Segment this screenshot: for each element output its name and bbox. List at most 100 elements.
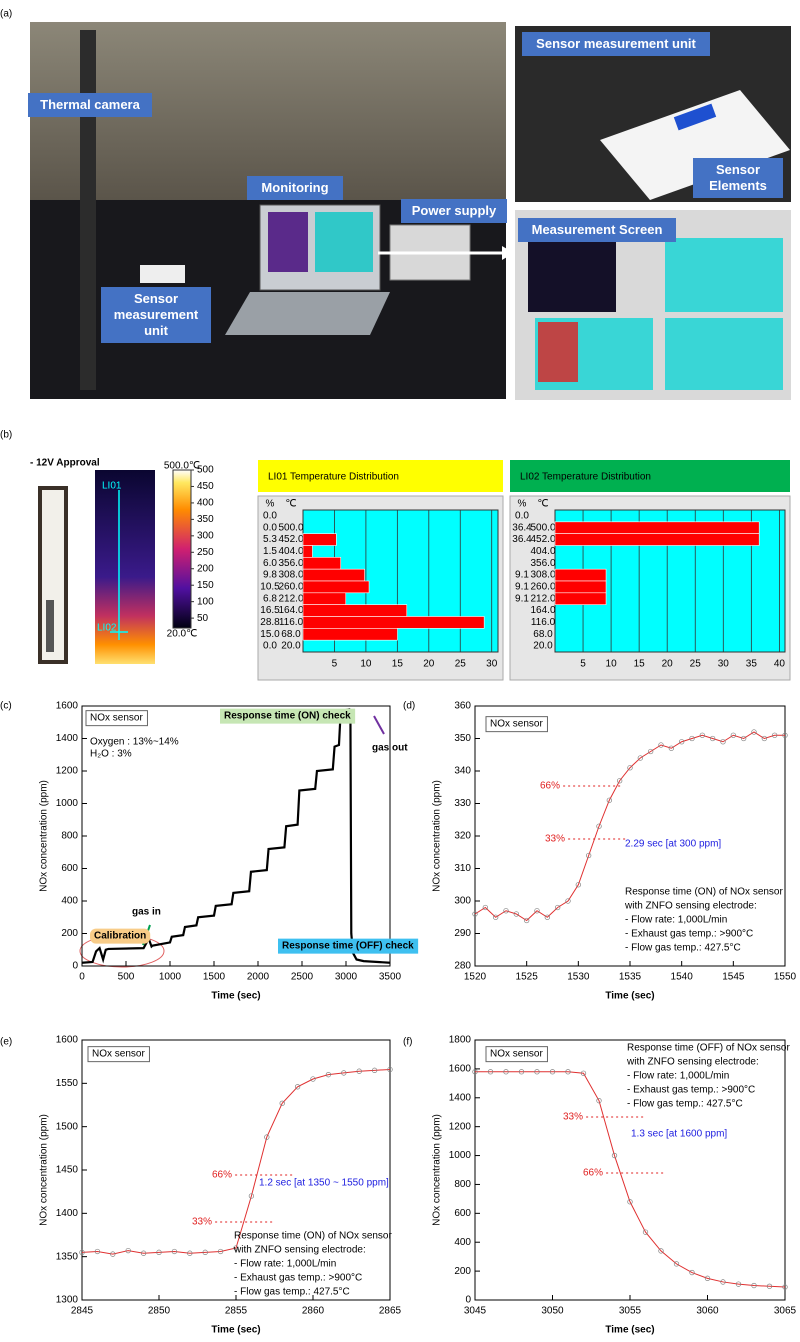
photo-label: Power supply xyxy=(401,199,507,223)
data-point xyxy=(472,911,478,917)
colorbar-tick-label: 250 xyxy=(197,547,214,558)
data-point xyxy=(125,1247,131,1254)
x-tick-label: 3065 xyxy=(774,1306,797,1317)
y-tick-label: 0 xyxy=(72,961,78,972)
value-label: 9.8 xyxy=(263,570,277,581)
y-tick-label: 350 xyxy=(454,733,471,744)
x-tick-label: 500 xyxy=(118,972,135,983)
colorbar-tick-label: 500 xyxy=(197,465,214,476)
x-tick-label: 1000 xyxy=(159,972,182,983)
y-tick-label: 1400 xyxy=(56,1208,79,1219)
annotation: 1.2 sec [at 1350 ~ 1550 ppm] xyxy=(259,1178,389,1189)
plot-frame xyxy=(474,705,786,967)
y-tick-label: 1800 xyxy=(449,1035,472,1046)
x-tick-label: 1545 xyxy=(722,972,745,983)
annotation: - Flow rate: 1,000L/min xyxy=(625,915,727,926)
fit-line xyxy=(474,731,785,922)
data-point xyxy=(642,1229,649,1235)
x-tick-label: 35 xyxy=(746,659,758,670)
colorbar-tick-label: 150 xyxy=(197,580,214,591)
data-point xyxy=(668,745,674,751)
category-label: 260.0 xyxy=(530,582,555,593)
value-label: 0.0 xyxy=(515,511,529,522)
annotation: NOx sensor xyxy=(92,1049,145,1060)
x-tick-label: 2500 xyxy=(291,972,314,983)
data-point xyxy=(704,1275,711,1281)
data-point xyxy=(611,1152,618,1159)
annotation: NOx sensor xyxy=(90,713,143,724)
x-tick-label: 3500 xyxy=(379,972,402,983)
data-point xyxy=(658,1248,664,1254)
annotation-box xyxy=(220,708,356,724)
x-tick-label: 2865 xyxy=(379,1306,402,1317)
laptop-panel xyxy=(315,212,373,272)
x-axis-label: Time (sec) xyxy=(211,1325,260,1336)
annotation: Response time (ON) of NOx sensor xyxy=(625,887,783,898)
annotation: gas in xyxy=(132,907,161,918)
y-tick-label: 310 xyxy=(454,863,471,874)
data-point xyxy=(310,1076,316,1082)
x-tick-label: 20 xyxy=(423,659,435,670)
x-tick-label: 30 xyxy=(486,659,498,670)
annotation: - Flow gas temp.: 427.5°C xyxy=(625,943,741,954)
gas-out-arrow xyxy=(373,715,385,735)
x-tick-label: 15 xyxy=(634,659,646,670)
annotation: with ZNFO sensing electrode: xyxy=(626,1057,759,1068)
annotation: 33% xyxy=(545,834,565,845)
value-label: 1.5 xyxy=(263,546,277,557)
y-tick-label: 1200 xyxy=(449,1121,472,1132)
category-label: 20.0 xyxy=(533,641,553,652)
data-point xyxy=(279,1100,285,1106)
data-point xyxy=(503,908,509,914)
data-point xyxy=(606,797,612,803)
panel-label: (c) xyxy=(0,701,12,712)
x-tick-label: 40 xyxy=(774,659,786,670)
data-point xyxy=(730,732,736,738)
bar xyxy=(302,604,408,617)
screen-thermal xyxy=(528,240,616,312)
colorbar-tick-label: 50 xyxy=(197,613,209,624)
data-point xyxy=(596,1098,602,1104)
x-tick-label: 2860 xyxy=(302,1306,325,1317)
category-label: 116.0 xyxy=(531,617,556,628)
x-tick-label: 1540 xyxy=(671,972,694,983)
data-point xyxy=(648,748,654,755)
data-point xyxy=(637,755,643,761)
data-point xyxy=(294,1084,301,1090)
value-label: 5.3 xyxy=(263,534,277,545)
y-tick-label: 1350 xyxy=(56,1251,79,1262)
x-axis-label: Time (sec) xyxy=(211,991,260,1002)
annotation-box xyxy=(85,710,148,727)
data-point xyxy=(79,1249,85,1255)
x-tick-label: 3060 xyxy=(696,1306,719,1317)
y-tick-label: 1400 xyxy=(56,733,79,744)
x-tick-label: 15 xyxy=(392,659,404,670)
annotation: Response time (OFF) check xyxy=(282,941,414,952)
screen-bars xyxy=(538,322,578,382)
annotation: 1.3 sec [at 1600 ppm] xyxy=(631,1129,727,1140)
chart-title: LI01 Temperature Distribution xyxy=(268,472,399,483)
line-label: LI01 xyxy=(102,481,122,492)
value-label: 9.1 xyxy=(515,570,529,581)
screen-panel xyxy=(665,318,783,390)
y-tick-label: 800 xyxy=(454,1179,471,1190)
category-label: 356.0 xyxy=(278,558,303,569)
annotation-box xyxy=(485,716,548,733)
category-label: 164.0 xyxy=(278,605,303,616)
bar xyxy=(302,628,398,641)
y-tick-label: 330 xyxy=(454,798,471,809)
y-tick-label: 600 xyxy=(61,863,78,874)
annotation: Oxygen : 13%~14% xyxy=(90,737,179,748)
fit-line xyxy=(81,1068,391,1255)
x-tick-label: 2000 xyxy=(247,972,270,983)
colorbar xyxy=(172,469,192,629)
annotation: - Exhaust gas temp.: >900°C xyxy=(625,929,753,940)
chart-header xyxy=(258,460,503,492)
chart-header xyxy=(510,460,790,492)
y-tick-label: 1600 xyxy=(449,1064,472,1075)
x-tick-label: 3000 xyxy=(335,972,358,983)
bar xyxy=(554,580,607,594)
bar xyxy=(554,521,760,534)
data-point xyxy=(782,732,788,738)
annotation: - Flow gas temp.: 427.5°C xyxy=(234,1287,350,1298)
